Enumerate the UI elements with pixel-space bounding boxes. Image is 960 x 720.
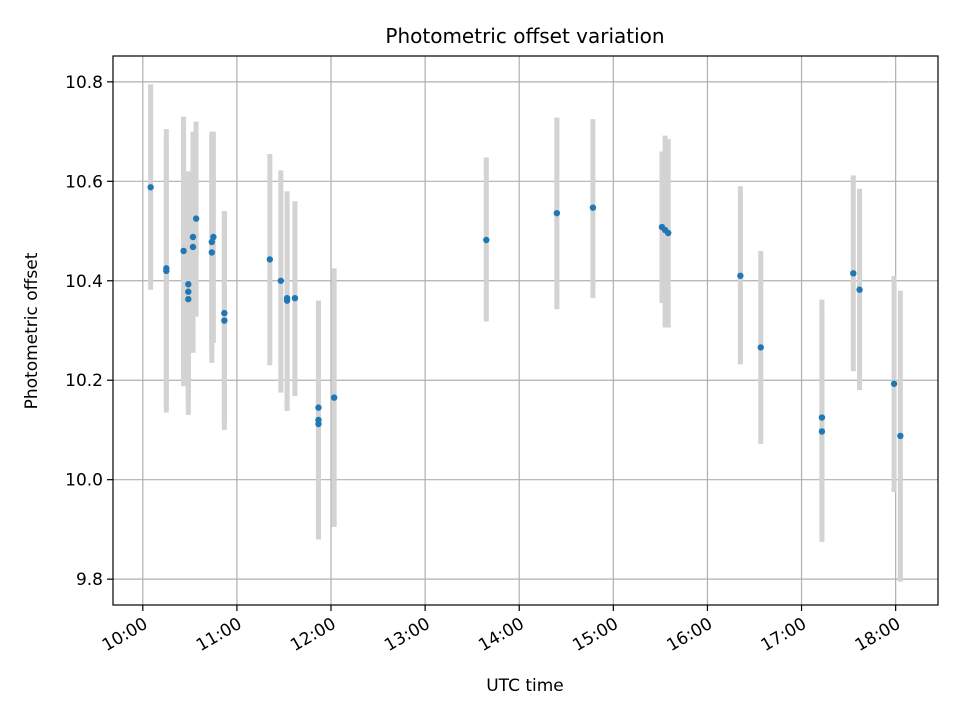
data-point: [330, 394, 338, 401]
data-point: [277, 277, 285, 284]
data-point: [180, 247, 187, 255]
chart-title: Photometric offset variation: [385, 24, 664, 48]
x-axis-ticks: 10:00 11:00 12:00 13:00 14:00 15:00 16:00 17:00…: [99, 605, 904, 656]
x-axis-label: UTC time: [486, 676, 564, 696]
data-point: [185, 281, 192, 288]
y-tick-label: 10.2: [65, 371, 103, 391]
data-point: [189, 233, 197, 241]
x-tick-label: 17:00: [758, 614, 810, 656]
data-point: [210, 233, 217, 241]
data-point: [208, 249, 216, 256]
data-point: [147, 184, 154, 191]
data-point: [856, 286, 863, 293]
data-point: [208, 238, 216, 246]
data-point: [185, 295, 192, 303]
data-point: [897, 432, 904, 440]
data-point: [665, 229, 672, 237]
error-bars: [148, 84, 903, 582]
x-tick-label: 13:00: [381, 614, 433, 656]
data-point: [483, 236, 490, 244]
data-point: [757, 344, 764, 351]
data-point: [163, 265, 170, 272]
data-point: [553, 209, 561, 217]
y-tick-label: 10.4: [65, 272, 103, 292]
x-tick-label: 18:00: [852, 614, 904, 656]
data-point: [315, 404, 322, 411]
y-tick-label: 9.8: [76, 570, 103, 590]
plot-frame: [112, 55, 939, 606]
y-tick-label: 10.0: [65, 471, 103, 491]
y-tick-label: 10.6: [65, 172, 103, 192]
y-axis-ticks: 9.8 10.0 10.2 10.4 10.6 10.8: [65, 73, 113, 590]
data-point: [850, 270, 857, 277]
x-tick-label: 14:00: [475, 614, 527, 656]
data-point: [189, 243, 197, 251]
data-point: [291, 294, 299, 302]
x-tick-label: 10:00: [99, 614, 151, 656]
data-point: [185, 288, 192, 295]
x-tick-label: 15:00: [569, 614, 621, 656]
x-tick-label: 16:00: [664, 614, 716, 656]
data-point: [315, 420, 322, 428]
data-point: [818, 428, 826, 435]
grid: [113, 56, 938, 605]
x-tick-label: 12:00: [287, 614, 339, 656]
y-axis-label: Photometric offset: [22, 252, 42, 409]
data-point: [890, 380, 898, 387]
data-point: [283, 297, 291, 304]
data-point: [192, 215, 200, 222]
data-point: [818, 414, 826, 421]
data-points: [147, 184, 904, 440]
data-point: [737, 272, 744, 279]
y-tick-label: 10.8: [65, 73, 103, 93]
data-point: [221, 309, 228, 317]
data-point: [221, 317, 228, 324]
x-tick-label: 11:00: [193, 614, 245, 656]
data-point: [589, 204, 597, 211]
data-point: [266, 256, 274, 263]
